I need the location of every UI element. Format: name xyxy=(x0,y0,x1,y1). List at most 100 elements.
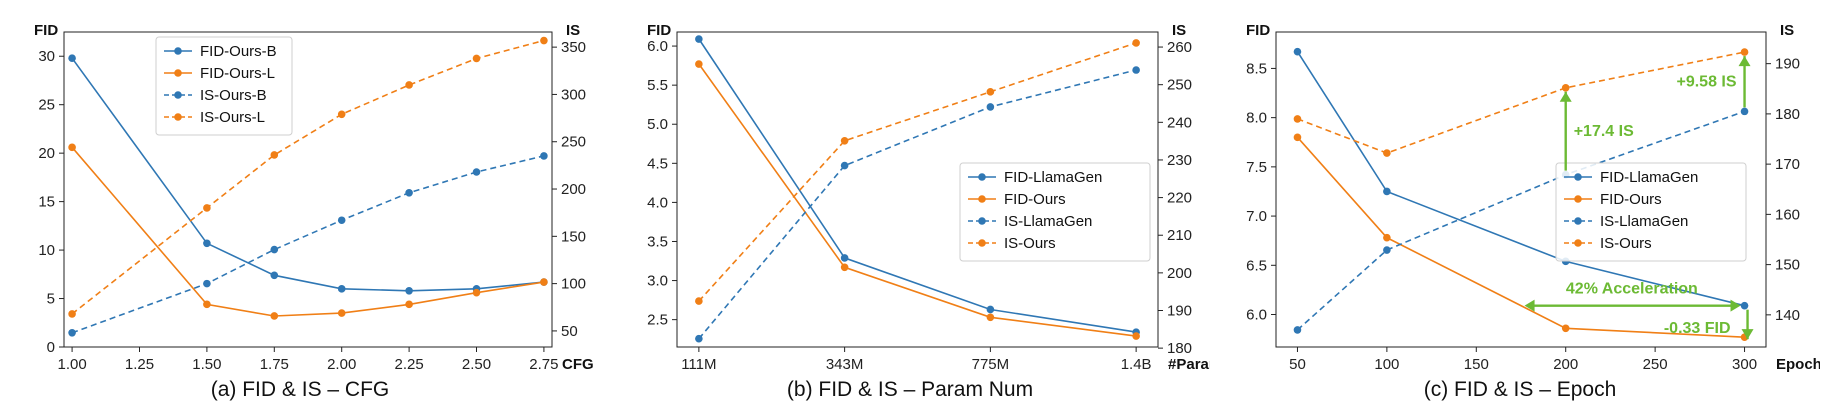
legend-marker-is-ours xyxy=(978,239,986,247)
y-left-tick-label: 10 xyxy=(38,242,55,259)
series-line-is-ours-l xyxy=(71,39,545,315)
point-fid-llamagen xyxy=(695,35,703,43)
y-right-tick-label: 190 xyxy=(1775,56,1800,73)
x-tick-label: 1.00 xyxy=(57,356,86,373)
point-fid-llamagen xyxy=(986,305,995,314)
point-is-llamagen xyxy=(1132,66,1140,74)
y-right-tick-label: 150 xyxy=(561,228,586,245)
legend-label-is-llamagen: IS-LlamaGen xyxy=(1004,213,1092,230)
arrow-is-gain-200-head xyxy=(1559,91,1572,102)
y-right-axis-title: IS xyxy=(566,22,580,39)
annotation-acceleration: 42% Acceleration xyxy=(1566,281,1698,298)
y-right-tick-label: 240 xyxy=(1167,114,1192,131)
annotation-is-gain-300: +9.58 IS xyxy=(1676,74,1736,91)
y-left-tick-label: 25 xyxy=(38,97,55,114)
caption-cfg: (a) FID & IS – CFG xyxy=(210,378,390,401)
point-fid-ours xyxy=(1293,133,1302,142)
point-fid-ours xyxy=(1383,233,1391,242)
arrow-fid-gain-300-head xyxy=(1741,329,1754,340)
point-fid-ours-l xyxy=(337,309,346,317)
point-is-ours xyxy=(840,136,849,145)
x-tick-label: 200 xyxy=(1553,356,1578,373)
legend-label-fid-ours: FID-Ours xyxy=(1004,191,1066,208)
x-tick-label: 1.50 xyxy=(192,356,221,373)
point-is-ours xyxy=(695,297,703,305)
y-right-tick-label: 260 xyxy=(1167,39,1192,56)
point-fid-ours xyxy=(1132,332,1140,340)
y-left-tick-label: 8.0 xyxy=(1246,110,1267,127)
caption-epoch: (c) FID & IS – Epoch xyxy=(1423,378,1617,401)
y-left-tick-label: 6.5 xyxy=(1246,257,1267,274)
point-fid-llamagen xyxy=(1383,187,1391,196)
y-left-axis-title: FID xyxy=(34,22,58,39)
point-fid-ours-b xyxy=(270,271,279,280)
x-axis-title: CFG xyxy=(562,356,594,373)
series-line-fid-llamagen xyxy=(698,38,1137,333)
y-left-tick-label: 3.0 xyxy=(647,273,668,290)
legend-marker-fid-ours-l xyxy=(174,69,182,77)
series-line-fid-ours xyxy=(1296,136,1745,338)
y-right-tick-label: 180 xyxy=(1775,106,1800,123)
point-is-ours-l xyxy=(472,54,481,63)
caption-param-num: (b) FID & IS – Param Num xyxy=(786,378,1034,401)
y-left-tick-label: 7.0 xyxy=(1246,208,1267,225)
x-tick-label: 250 xyxy=(1643,356,1668,373)
panel-fid-is-cfg: 1.00 1.25 1.50 1.75 2.00 2.25 2.50 2.75 0 5 10 15 20… xyxy=(0,0,600,413)
point-fid-ours-b xyxy=(203,239,211,248)
point-is-ours-l xyxy=(337,110,346,119)
legend-marker-fid-llamagen xyxy=(978,173,986,181)
legend-label-fid-ours-b: FID-Ours-B xyxy=(200,43,277,60)
series-line-is-ours xyxy=(1297,51,1745,154)
y-left-tick-label: 5.0 xyxy=(647,116,668,133)
y-right-tick-label: 190 xyxy=(1167,302,1192,319)
arrow-acceleration-head-right xyxy=(1730,299,1741,312)
point-fid-llamagen xyxy=(840,254,849,262)
y-left-tick-label: 15 xyxy=(38,194,55,211)
annotation-fid-gain-300: -0.33 FID xyxy=(1664,320,1731,337)
x-tick-label: 111M xyxy=(681,356,716,373)
point-fid-ours-l xyxy=(472,288,481,297)
legend-label-is-ours-b: IS-Ours-B xyxy=(200,87,267,104)
legend-marker-fid-ours xyxy=(1574,195,1582,203)
y-left-axis-title: FID xyxy=(1246,22,1270,39)
x-tick-label: 1.25 xyxy=(125,356,154,373)
x-tick-label: 2.25 xyxy=(395,356,424,373)
point-is-ours-b xyxy=(68,329,76,337)
x-tick-label: 300 xyxy=(1732,356,1757,373)
series-line-is-ours-b xyxy=(71,155,545,334)
series-line-fid-ours-b xyxy=(71,57,544,292)
y-left-tick-label: 7.5 xyxy=(1246,159,1267,176)
x-axis-title: Epoch xyxy=(1776,356,1820,373)
point-fid-ours-b xyxy=(68,54,76,62)
y-left-tick-label: 5 xyxy=(47,291,55,308)
panel-fid-is-epoch: 50 100 150 200 250 300 6.0 6.5 7.0 7.5 8.0 8.5 140 15… xyxy=(1220,0,1820,413)
series-line-fid-ours xyxy=(698,63,1137,337)
point-is-llamagen xyxy=(1740,107,1749,116)
y-right-tick-label: 140 xyxy=(1775,307,1800,324)
y-right-tick-label: 180 xyxy=(1167,340,1192,357)
x-tick-label: 1.4B xyxy=(1121,356,1152,373)
chart-epoch: 50 100 150 200 250 300 6.0 6.5 7.0 7.5 8.0 8.5 140 15… xyxy=(1246,22,1820,373)
legend-marker-is-ours xyxy=(1574,239,1582,247)
legend-marker-is-llamagen xyxy=(1574,217,1582,225)
y-right-tick-label: 200 xyxy=(561,181,586,198)
y-left-tick-label: 20 xyxy=(38,145,55,162)
y-left-tick-label: 6.0 xyxy=(1246,307,1267,324)
legend-label-is-llamagen: IS-LlamaGen xyxy=(1600,213,1688,230)
y-right-tick-label: 160 xyxy=(1775,206,1800,223)
x-tick-label: 50 xyxy=(1289,356,1306,373)
point-is-ours-l xyxy=(540,36,548,45)
point-is-llamagen xyxy=(695,334,703,343)
legend-marker-is-ours-l xyxy=(174,113,182,121)
y-right-tick-label: 200 xyxy=(1167,265,1192,282)
x-tick-label: 2.75 xyxy=(529,356,558,373)
point-is-ours-b xyxy=(540,152,548,160)
point-fid-ours-l xyxy=(270,312,279,320)
x-tick-label: 2.50 xyxy=(462,356,491,373)
y-left-tick-label: 4.5 xyxy=(647,155,668,172)
legend-label-is-ours: IS-Ours xyxy=(1600,235,1652,252)
point-is-ours-l xyxy=(68,310,76,318)
point-is-ours-b xyxy=(270,245,279,254)
point-is-llamagen xyxy=(1383,246,1391,254)
